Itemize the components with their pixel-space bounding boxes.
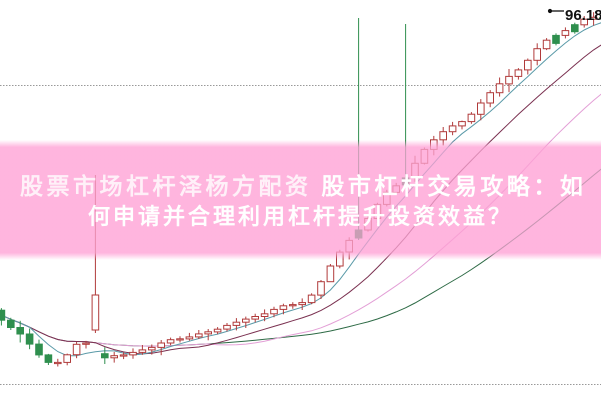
svg-text:96.18: 96.18 — [565, 7, 601, 24]
